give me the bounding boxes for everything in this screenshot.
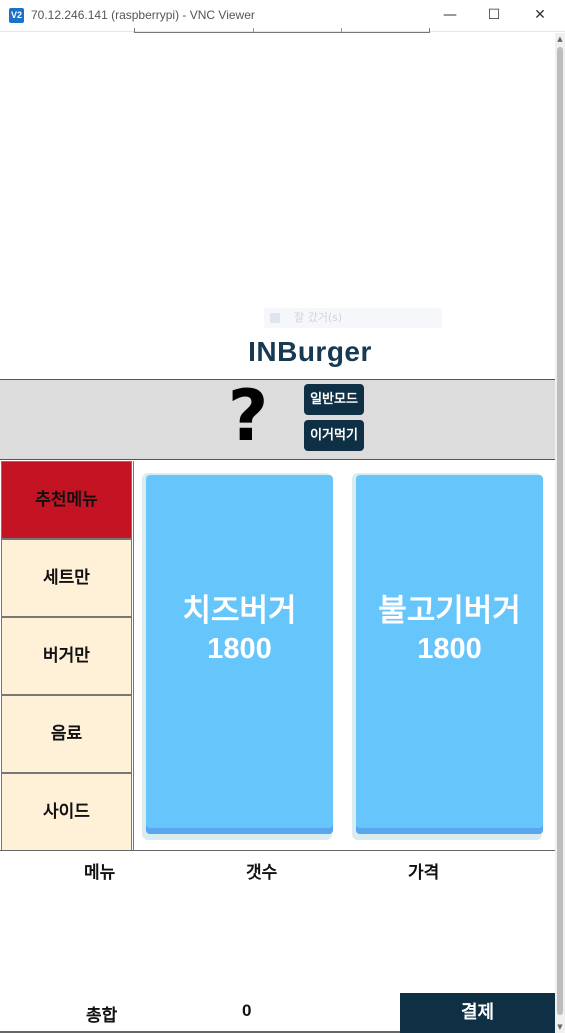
menu-card-bulgogi-burger[interactable]: 불고기버거 1800 (352, 473, 543, 840)
eat-this-button[interactable]: 이거먹기 (304, 420, 364, 451)
window-titlebar: V2 70.12.246.141 (raspberrypi) - VNC Vie… (0, 0, 565, 32)
category-sidebar: 추천메뉴 세트만 버거만 음료 사이드 (1, 461, 132, 851)
pay-button[interactable]: 결제 (400, 993, 555, 1033)
menu-card-button[interactable]: 치즈버거 1800 (146, 475, 333, 834)
maximize-button[interactable]: ☐ (487, 7, 501, 23)
bottom-border (0, 1031, 400, 1033)
minimize-button[interactable]: — (443, 7, 457, 23)
category-burger-only[interactable]: 버거만 (1, 617, 132, 695)
vertical-scrollbar[interactable]: ▲ ▼ (555, 33, 565, 1033)
scroll-thumb[interactable] (557, 47, 563, 1015)
close-button[interactable]: ✕ (534, 7, 546, 23)
order-divider (0, 850, 555, 851)
remote-toolbar-strip (134, 28, 430, 33)
menu-item-name: 불고기버거 (378, 593, 521, 629)
normal-mode-button[interactable]: 일반모드 (304, 384, 364, 415)
menu-item-name: 치즈버거 (182, 593, 297, 629)
brand-title: INBurger (248, 336, 372, 367)
ghost-icon (270, 313, 280, 323)
category-drinks[interactable]: 음료 (1, 695, 132, 773)
scroll-down-arrow-icon[interactable]: ▼ (557, 1023, 563, 1031)
menu-card-cheeseburger[interactable]: 치즈버거 1800 (142, 473, 333, 840)
order-col-quantity: 갯수 (246, 863, 278, 883)
menu-card-button[interactable]: 불고기버거 1800 (356, 475, 543, 834)
order-col-menu: 메뉴 (84, 863, 116, 883)
vnc-app-icon: V2 (9, 8, 24, 23)
menu-item-price: 1800 (417, 633, 482, 665)
total-label: 총합 (86, 1006, 118, 1026)
category-recommended[interactable]: 추천메뉴 (1, 461, 132, 539)
scroll-up-arrow-icon[interactable]: ▲ (557, 35, 563, 43)
help-question-icon[interactable]: ? (227, 375, 269, 457)
category-sides[interactable]: 사이드 (1, 773, 132, 851)
window-title: 70.12.246.141 (raspberrypi) - VNC Viewer (31, 8, 255, 22)
ghost-toolbar-text: 잘 갔거(s) (294, 311, 343, 324)
header-band (0, 379, 555, 460)
ghost-toolbar: 잘 갔거(s) (264, 308, 442, 328)
order-col-price: 가격 (408, 863, 440, 883)
total-value: 0 (242, 1001, 252, 1020)
category-set-only[interactable]: 세트만 (1, 539, 132, 617)
menu-item-price: 1800 (207, 633, 272, 665)
